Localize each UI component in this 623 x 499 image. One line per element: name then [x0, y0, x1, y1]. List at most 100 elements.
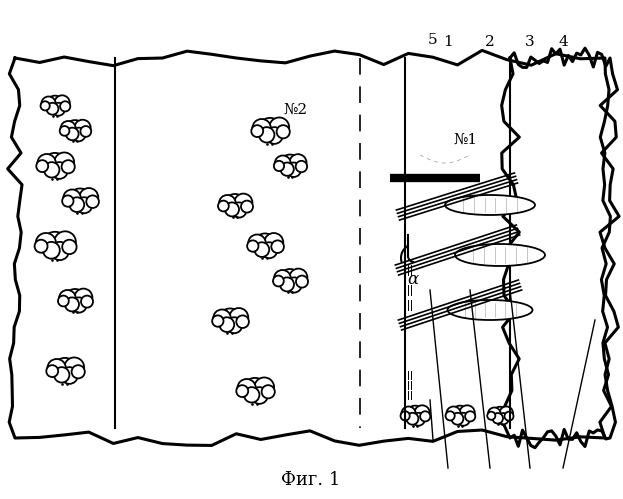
Circle shape	[420, 411, 430, 422]
Circle shape	[61, 367, 78, 384]
Circle shape	[36, 233, 56, 253]
Circle shape	[264, 233, 283, 252]
Circle shape	[219, 308, 242, 331]
Circle shape	[254, 377, 274, 397]
Circle shape	[37, 154, 56, 173]
Circle shape	[62, 160, 75, 173]
Circle shape	[452, 413, 464, 425]
Ellipse shape	[447, 300, 533, 320]
Circle shape	[35, 240, 47, 252]
Circle shape	[280, 155, 300, 176]
Circle shape	[72, 297, 87, 312]
Circle shape	[63, 190, 81, 207]
Circle shape	[406, 406, 424, 424]
Circle shape	[406, 413, 419, 425]
Circle shape	[60, 101, 70, 111]
Circle shape	[492, 407, 508, 423]
Circle shape	[273, 275, 284, 286]
Circle shape	[54, 95, 70, 111]
Circle shape	[254, 234, 277, 256]
Circle shape	[45, 96, 64, 114]
Circle shape	[50, 242, 69, 260]
Circle shape	[287, 277, 302, 292]
Circle shape	[296, 275, 308, 287]
Circle shape	[80, 126, 91, 137]
Circle shape	[287, 163, 301, 177]
Circle shape	[274, 161, 284, 171]
Circle shape	[296, 161, 307, 172]
Circle shape	[460, 405, 475, 421]
Ellipse shape	[455, 244, 545, 266]
Circle shape	[277, 125, 290, 138]
Circle shape	[280, 163, 294, 176]
Circle shape	[74, 288, 92, 306]
Circle shape	[226, 317, 242, 333]
Circle shape	[251, 387, 268, 404]
Circle shape	[488, 408, 501, 420]
Text: Фиг. 1: Фиг. 1	[282, 471, 341, 489]
Circle shape	[72, 365, 85, 378]
Circle shape	[412, 413, 425, 426]
Circle shape	[258, 118, 282, 142]
Circle shape	[47, 103, 59, 115]
Circle shape	[237, 379, 256, 398]
Circle shape	[60, 121, 76, 136]
Circle shape	[447, 407, 460, 421]
Circle shape	[81, 295, 93, 307]
Text: 4: 4	[558, 35, 568, 49]
Circle shape	[64, 289, 86, 311]
Circle shape	[225, 203, 239, 217]
Circle shape	[218, 201, 229, 212]
Circle shape	[70, 197, 84, 212]
Circle shape	[290, 268, 307, 286]
Circle shape	[229, 308, 249, 327]
Circle shape	[76, 197, 92, 213]
Circle shape	[66, 128, 78, 140]
Circle shape	[445, 411, 455, 421]
Circle shape	[40, 101, 50, 110]
Circle shape	[279, 269, 301, 291]
Circle shape	[401, 411, 410, 421]
Circle shape	[266, 127, 283, 144]
Circle shape	[52, 103, 65, 116]
Circle shape	[280, 277, 294, 291]
Circle shape	[234, 194, 252, 212]
Circle shape	[219, 317, 234, 332]
Circle shape	[450, 406, 469, 424]
Circle shape	[42, 232, 68, 258]
Circle shape	[236, 385, 248, 397]
Circle shape	[255, 243, 269, 257]
Circle shape	[43, 153, 67, 177]
Circle shape	[251, 125, 263, 137]
Circle shape	[497, 413, 509, 425]
Polygon shape	[502, 48, 619, 448]
Circle shape	[290, 154, 307, 171]
Circle shape	[414, 405, 430, 421]
Circle shape	[54, 153, 74, 172]
Circle shape	[505, 412, 513, 421]
Circle shape	[275, 156, 291, 172]
Circle shape	[401, 407, 416, 421]
Circle shape	[236, 315, 249, 328]
Circle shape	[53, 358, 77, 382]
Circle shape	[269, 117, 289, 137]
Circle shape	[213, 309, 231, 327]
Circle shape	[262, 385, 275, 398]
Circle shape	[487, 412, 495, 420]
Circle shape	[241, 201, 253, 213]
Circle shape	[72, 128, 85, 141]
Circle shape	[54, 367, 69, 383]
Circle shape	[261, 243, 277, 258]
Circle shape	[244, 387, 259, 403]
Circle shape	[79, 188, 98, 207]
Circle shape	[465, 411, 475, 422]
Circle shape	[243, 378, 267, 402]
Circle shape	[41, 96, 55, 111]
Circle shape	[54, 232, 76, 253]
Circle shape	[58, 295, 69, 306]
Text: 2: 2	[485, 35, 495, 49]
Circle shape	[212, 315, 224, 327]
Circle shape	[62, 240, 77, 254]
Circle shape	[64, 357, 84, 377]
Circle shape	[46, 365, 58, 377]
